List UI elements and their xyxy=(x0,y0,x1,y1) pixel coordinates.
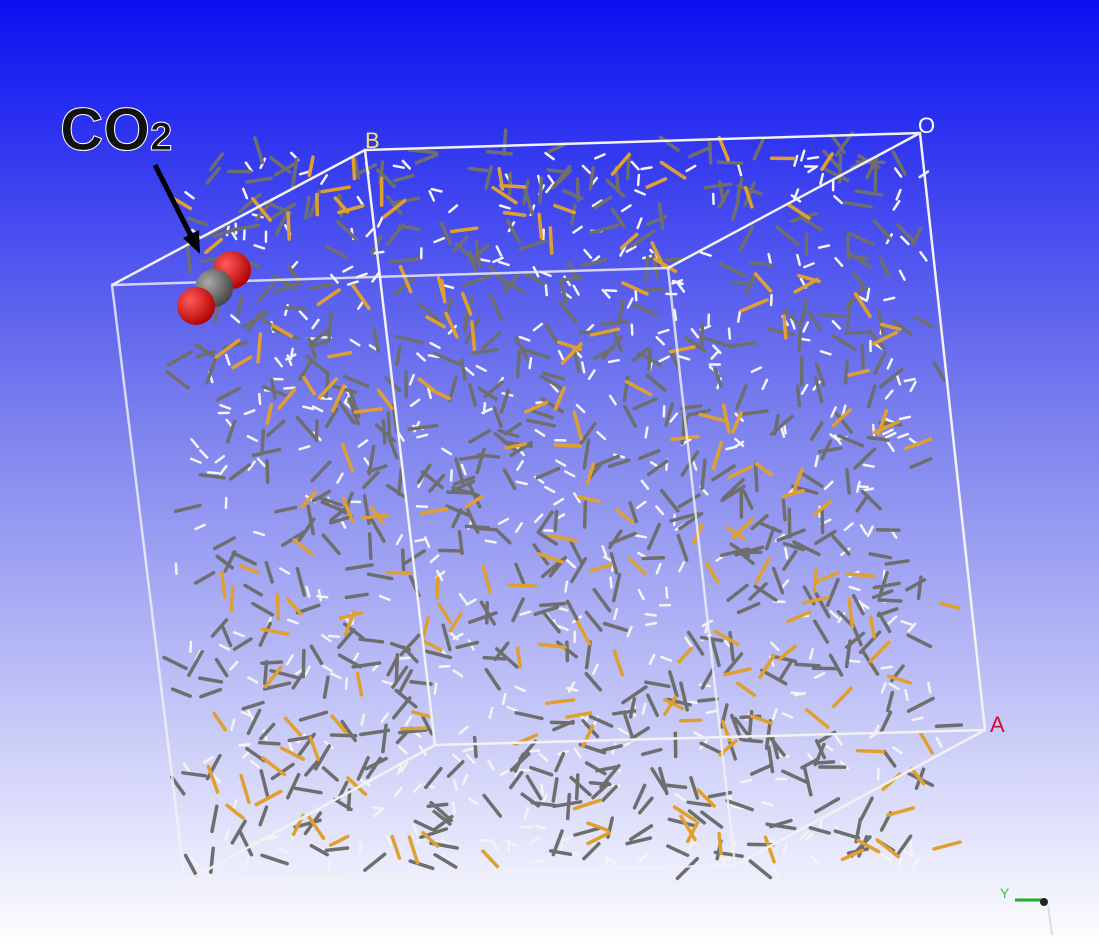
page: B O A CO2 Y (() => { const data = JSON.p… xyxy=(0,0,1099,947)
cell-label: O xyxy=(918,113,935,138)
axis-label: Y xyxy=(1000,885,1010,901)
label-text: CO xyxy=(60,96,150,163)
cell-label: B xyxy=(365,128,380,153)
oxygen-atom xyxy=(177,287,215,325)
axis-origin xyxy=(1040,898,1048,906)
cell-label: A xyxy=(990,712,1005,737)
viewer: B O A CO2 Y xyxy=(0,0,1099,947)
label-subscript: 2 xyxy=(150,115,172,159)
